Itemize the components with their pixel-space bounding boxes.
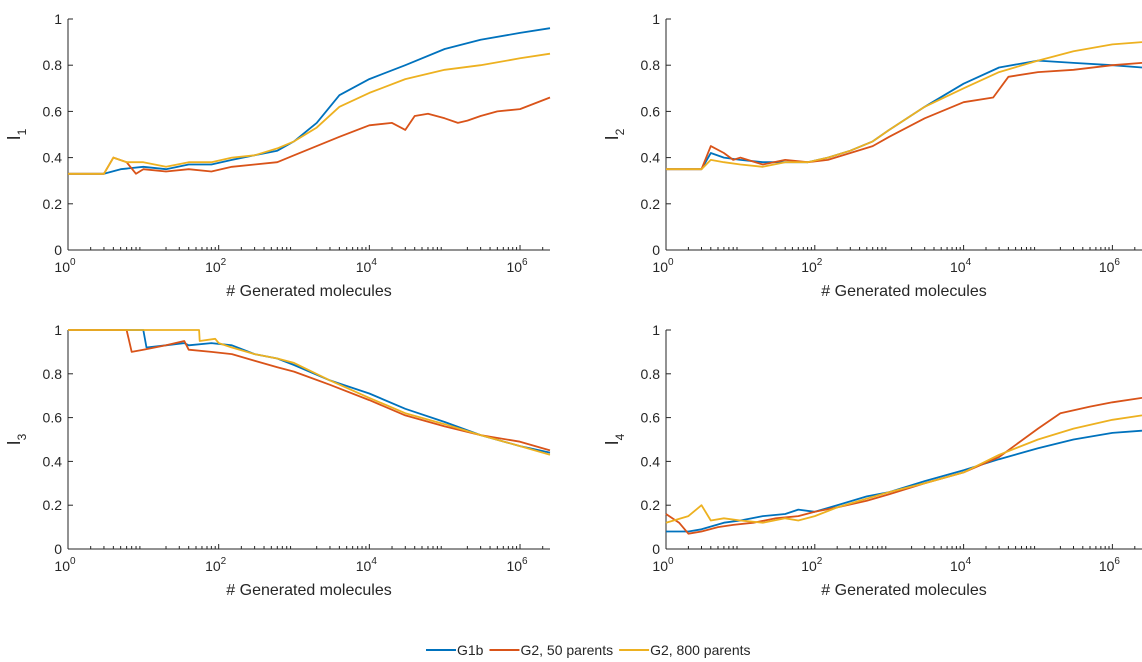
y-tick-label: 0.2 [43, 497, 63, 513]
series-line-g1b [666, 59, 1142, 171]
y-tick-label: 0 [652, 541, 660, 557]
y-tick-label: 0.2 [641, 196, 661, 212]
x-tick-label: 106 [506, 556, 528, 574]
y-tick-label: 0.6 [43, 103, 63, 119]
y-axis-label: I3 [4, 433, 29, 445]
y-tick-label: 0.4 [641, 150, 661, 166]
y-tick-label: 0.8 [43, 57, 63, 73]
legend-label-g2-800-parents: G2, 800 parents [650, 642, 750, 658]
y-tick-label: 0.2 [641, 497, 661, 513]
x-tick-label: 106 [1099, 257, 1121, 275]
subplot-i2: 0 0.2 0.4 0.6 0.8 1 100 102 104 106 # Generated mo… [602, 11, 1142, 300]
x-tick-label: 104 [356, 556, 378, 574]
y-tick-label: 0.6 [43, 410, 63, 426]
y-tick-label: 0.6 [641, 103, 661, 119]
x-tick-label: 102 [801, 257, 823, 275]
x-axis-label: # Generated molecules [821, 582, 986, 599]
legend: G1b G2, 50 parents G2, 800 parents [426, 642, 751, 658]
series-line-g2-50-parents [666, 62, 1142, 171]
y-tick-label: 0 [652, 242, 660, 258]
series-line-g2-800-parents [665, 414, 1142, 524]
y-tick-label: 0.8 [43, 366, 63, 382]
x-tick-label: 100 [54, 556, 76, 574]
y-tick-label: 0.4 [641, 453, 661, 469]
y-tick-label: 0 [54, 541, 62, 557]
y-tick-label: 0.8 [641, 57, 661, 73]
series-line-g2-800-parents [68, 52, 551, 175]
series-line-g2-800-parents [68, 329, 551, 456]
x-tick-label: 102 [801, 556, 823, 574]
y-tick-label: 1 [54, 11, 62, 27]
subplot-i3: 0 0.2 0.4 0.6 0.8 1 100 102 104 106 # Generated mo… [4, 322, 551, 599]
subplot-i4: 0 0.2 0.4 0.6 0.8 1 100 102 104 106 # Generated mo… [602, 322, 1142, 599]
y-tick-label: 0.2 [43, 196, 63, 212]
y-axis-label: I1 [4, 128, 29, 140]
series-line-g2-50-parents [68, 96, 551, 175]
y-tick-label: 0.4 [43, 150, 63, 166]
y-tick-label: 0.8 [641, 366, 661, 382]
y-tick-label: 1 [652, 322, 660, 338]
x-tick-label: 106 [506, 257, 528, 275]
series-line-g1b [68, 27, 551, 175]
x-tick-label: 102 [205, 556, 227, 574]
series-line-g2-50-parents [665, 397, 1142, 535]
x-tick-label: 104 [356, 257, 378, 275]
x-tick-label: 102 [205, 257, 227, 275]
series-line-g1b [666, 429, 1142, 533]
x-axis-label: # Generated molecules [226, 582, 391, 599]
x-tick-label: 100 [54, 257, 76, 275]
y-tick-label: 0.6 [641, 410, 661, 426]
legend-label-g2-50-parents: G2, 50 parents [520, 642, 613, 658]
x-axis-label: # Generated molecules [226, 283, 391, 300]
x-tick-label: 104 [950, 556, 972, 574]
x-axis-label: # Generated molecules [821, 283, 986, 300]
x-tick-label: 106 [1099, 556, 1121, 574]
y-tick-label: 0 [54, 242, 62, 258]
y-tick-label: 0.4 [43, 453, 63, 469]
subplot-i1: 0 0.2 0.4 0.6 0.8 1 100 102 104 106 # Generated mo… [4, 11, 551, 300]
series-line-g2-50-parents [68, 329, 551, 452]
x-tick-label: 100 [652, 257, 674, 275]
y-tick-label: 1 [54, 322, 62, 338]
x-tick-label: 100 [652, 556, 674, 574]
y-axis-label: I4 [602, 433, 627, 445]
y-tick-label: 1 [652, 11, 660, 27]
legend-label-g1b: G1b [457, 642, 484, 658]
y-axis-label: I2 [602, 128, 627, 140]
x-tick-label: 104 [950, 257, 972, 275]
series-line-g2-800-parents [666, 41, 1142, 171]
